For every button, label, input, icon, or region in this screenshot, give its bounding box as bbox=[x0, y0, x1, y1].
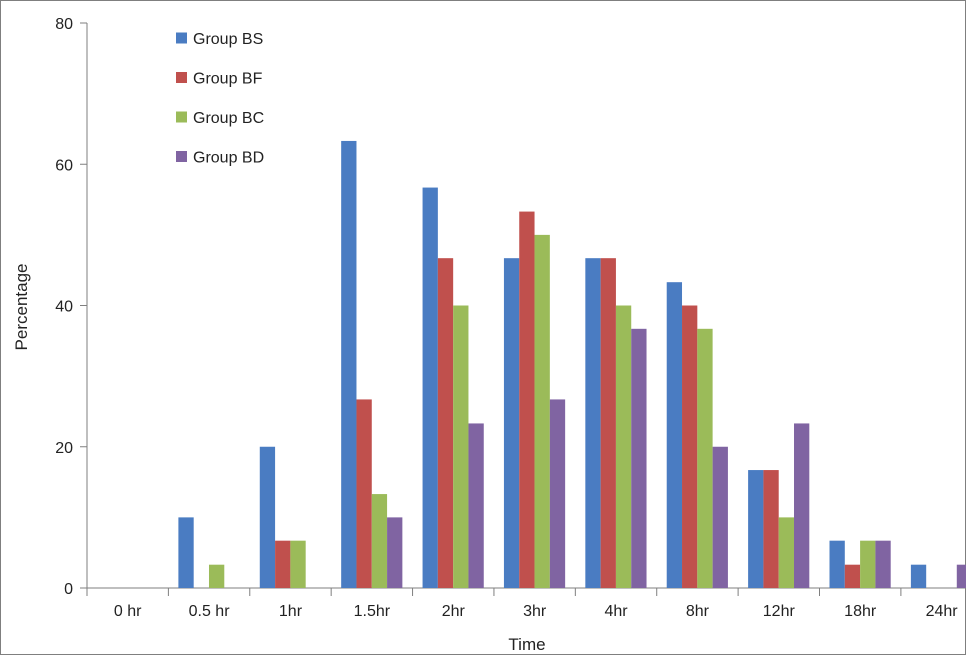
bar bbox=[519, 211, 535, 588]
bars bbox=[178, 140, 966, 589]
bar bbox=[178, 517, 194, 589]
y-tick-label: 40 bbox=[55, 299, 73, 316]
legend-swatch bbox=[176, 111, 187, 123]
legend-label: Group BF bbox=[193, 71, 263, 88]
legend-label: Group BD bbox=[193, 150, 264, 167]
x-tick-label: 3hr bbox=[523, 603, 547, 620]
bar bbox=[860, 540, 876, 588]
bar bbox=[697, 328, 713, 588]
bar bbox=[682, 305, 698, 588]
x-tick-label: 0 hr bbox=[114, 603, 142, 620]
legend-label: Group BC bbox=[193, 110, 264, 127]
bar bbox=[356, 399, 372, 588]
x-tick-label: 1.5hr bbox=[354, 603, 391, 620]
legend-swatch bbox=[176, 72, 187, 83]
bar bbox=[712, 446, 728, 588]
y-tick-label: 60 bbox=[55, 157, 73, 174]
bar bbox=[910, 564, 927, 588]
bar bbox=[600, 258, 616, 588]
legend-swatch bbox=[176, 32, 187, 44]
bar bbox=[468, 423, 484, 588]
x-tick-label: 4hr bbox=[604, 603, 628, 620]
x-tick-label: 1hr bbox=[279, 603, 303, 620]
bar bbox=[829, 540, 845, 588]
bar bbox=[748, 470, 764, 588]
bar bbox=[259, 446, 276, 588]
x-tick-label: 12hr bbox=[763, 603, 796, 620]
x-tick-label: 8hr bbox=[686, 603, 710, 620]
axes: 0 20 40 60 80 0 hr 0.5 hr 1hr 1.5hr 2hr 3hr 4hr 8hr 1… bbox=[55, 16, 966, 620]
x-axis-title: Time bbox=[508, 635, 545, 654]
bar bbox=[437, 258, 454, 588]
bar bbox=[453, 305, 469, 588]
bar bbox=[666, 282, 683, 588]
y-axis-title: Percentage bbox=[12, 264, 31, 351]
y-tick-label: 20 bbox=[55, 440, 73, 457]
legend-label: Group BS bbox=[193, 31, 263, 48]
bar bbox=[875, 540, 891, 588]
bar bbox=[208, 564, 225, 588]
legend-swatch bbox=[176, 151, 187, 162]
bar bbox=[422, 187, 438, 588]
bar bbox=[631, 328, 647, 588]
bar bbox=[503, 258, 520, 588]
bar bbox=[844, 564, 861, 588]
x-tick-label: 18hr bbox=[844, 603, 877, 620]
bar bbox=[585, 258, 601, 588]
x-tick-label: 0.5 hr bbox=[189, 603, 231, 620]
bar bbox=[763, 470, 779, 588]
bar bbox=[387, 517, 403, 589]
bar bbox=[549, 399, 566, 588]
legend: Group BS Group BF Group BC Group BD bbox=[176, 31, 264, 167]
bar bbox=[956, 564, 966, 588]
x-tick-label: 24hr bbox=[926, 603, 959, 620]
bar bbox=[615, 305, 632, 588]
y-tick-label: 80 bbox=[55, 16, 73, 33]
bar bbox=[778, 517, 795, 589]
x-tick-label: 2hr bbox=[442, 603, 466, 620]
bar bbox=[794, 423, 810, 588]
bar bbox=[275, 540, 291, 588]
bar bbox=[534, 234, 550, 589]
bar bbox=[371, 494, 388, 588]
bar bbox=[290, 540, 306, 588]
bar bbox=[341, 140, 357, 588]
y-tick-label: 0 bbox=[64, 581, 73, 598]
